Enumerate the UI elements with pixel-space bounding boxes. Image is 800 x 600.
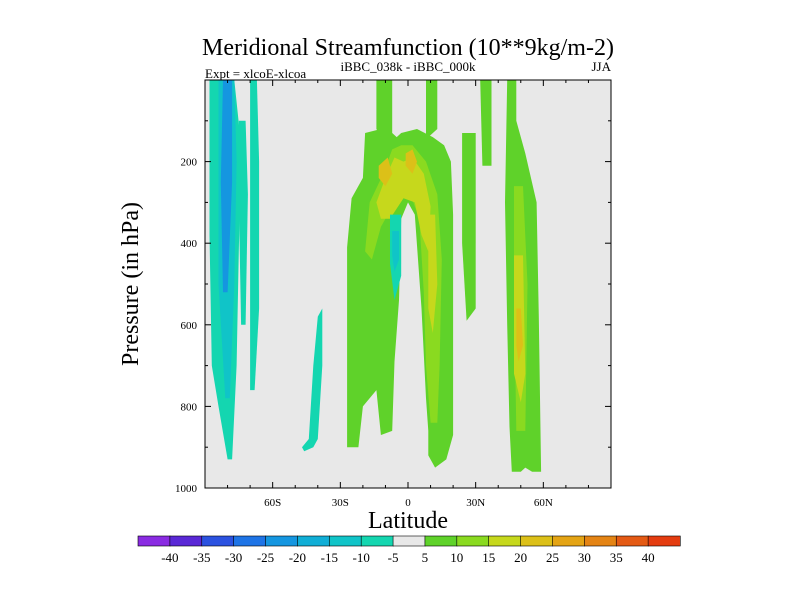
colorbar-labels: -40 -35 -30 -25 -20 -15 -10 -5 5 10 15 20 25 30 35 40 — [161, 550, 654, 565]
colorbar-swatch-11 — [488, 535, 522, 547]
colorbar-swatch-15 — [615, 535, 649, 547]
contour-region-4 — [250, 80, 260, 391]
colorbar-swatch-2 — [201, 535, 235, 547]
colorbar-label-13: 30 — [578, 550, 591, 565]
colorbar-swatch-8 — [392, 535, 426, 547]
colorbar-label-6: -10 — [353, 550, 370, 565]
contour-region-2 — [220, 80, 233, 293]
colorbar-label-7: -5 — [388, 550, 399, 565]
colorbar-swatch-6 — [328, 535, 362, 547]
contour-region-10 — [480, 80, 492, 166]
colorbar-swatch-0 — [137, 535, 171, 547]
x-tick-label-3: 30N — [466, 497, 485, 509]
contour-region-15 — [428, 214, 438, 333]
y-tick-label-0: 200 — [181, 157, 198, 169]
y-axis-label: Pressure (in hPa) — [118, 202, 144, 366]
contour-region-18 — [405, 149, 417, 174]
colorbar-label-15: 40 — [642, 550, 655, 565]
colorbar-label-2: -30 — [225, 550, 242, 565]
colorbar-label-11: 20 — [514, 550, 527, 565]
colorbar-label-4: -20 — [289, 550, 306, 565]
colorbar — [137, 535, 681, 547]
x-tick-labels: 60S 30S 0 30N 60N — [264, 497, 553, 509]
contour-region-8 — [426, 80, 438, 138]
x-tick-label-0: 60S — [264, 497, 281, 509]
colorbar-swatch-16 — [647, 535, 681, 547]
case-difference-label: iBBC_038k - iBBC_000k — [340, 59, 476, 74]
colorbar-swatch-13 — [552, 535, 585, 547]
colorbar-swatch-4 — [265, 535, 299, 547]
colorbar-swatch-10 — [456, 535, 490, 547]
contour-region-9 — [462, 133, 476, 321]
x-tick-label-2: 0 — [405, 497, 411, 509]
colorbar-label-9: 10 — [450, 550, 463, 565]
colorbar-swatch-12 — [520, 535, 554, 547]
experiment-label: Expt = xlcoE-xlcoa — [205, 66, 306, 81]
colorbar-swatch-1 — [169, 535, 203, 547]
contour-region-21 — [392, 231, 399, 272]
season-label: JJA — [591, 59, 611, 74]
contour-region-3 — [238, 120, 248, 325]
plot-frame — [204, 79, 612, 489]
y-tick-label-3: 800 — [181, 401, 198, 413]
colorbar-label-5: -15 — [321, 550, 338, 565]
x-tick-label-1: 30S — [332, 497, 349, 509]
colorbar-swatch-5 — [297, 535, 330, 547]
contour-region-5 — [302, 308, 323, 452]
colorbar-label-10: 15 — [482, 550, 495, 565]
chart-title: Meridional Streamfunction (10**9kg/m-2) — [202, 35, 614, 61]
x-tick-label-4: 60N — [534, 497, 553, 509]
colorbar-swatch-3 — [233, 535, 267, 547]
colorbar-swatch-7 — [360, 535, 394, 547]
colorbar-swatch-9 — [424, 535, 458, 547]
y-tick-label-4: 1000 — [175, 483, 198, 495]
y-tick-labels: 200 400 600 800 1000 — [175, 157, 198, 495]
contour-region-14 — [376, 157, 431, 252]
colorbar-label-1: -35 — [193, 550, 210, 565]
x-axis-label: Latitude — [368, 508, 448, 534]
plot-area — [204, 79, 612, 489]
colorbar-label-12: 25 — [546, 550, 559, 565]
colorbar-swatch-14 — [584, 535, 617, 547]
contour-fill-layer — [209, 80, 542, 472]
y-tick-label-1: 400 — [181, 238, 198, 250]
contour-region-17 — [378, 157, 393, 187]
contour-region-19 — [516, 308, 523, 362]
colorbar-label-0: -40 — [161, 550, 178, 565]
colorbar-label-8: 5 — [422, 550, 429, 565]
colorbar-label-14: 35 — [610, 550, 623, 565]
y-tick-label-2: 600 — [181, 320, 198, 332]
colorbar-label-3: -25 — [257, 550, 274, 565]
contour-region-7 — [376, 80, 393, 138]
